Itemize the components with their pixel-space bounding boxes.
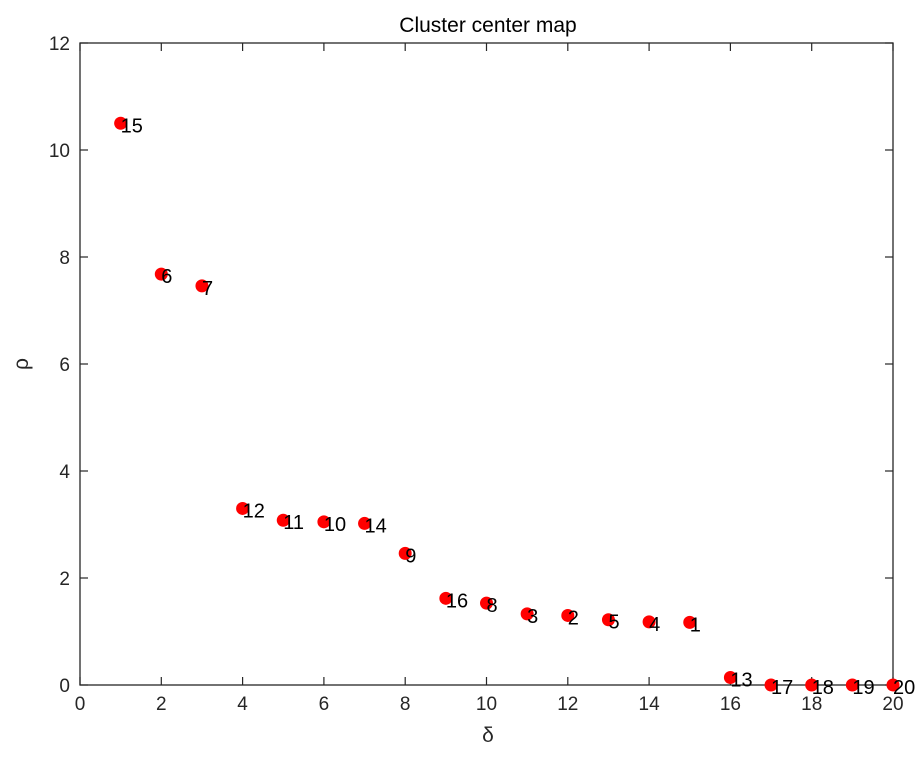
data-point (845, 678, 859, 692)
data-point-label: 5 (608, 612, 619, 634)
data-point-label: 14 (365, 515, 387, 537)
data-point-label: 15 (121, 115, 143, 137)
x-tick-label: 20 (882, 694, 903, 715)
data-point-label: 10 (324, 514, 346, 536)
plot-area-frame (79, 42, 894, 686)
data-point (886, 678, 900, 692)
x-tick-label: 2 (156, 694, 167, 715)
y-tick-label: 4 (59, 462, 70, 483)
data-point (195, 279, 209, 293)
y-tick-label: 2 (59, 569, 70, 590)
data-point-labels: 15 6 7 12 11 10 14 9 16 8 3 2 5 4 1 13 17 18 19 20 (121, 115, 916, 699)
data-point-label: 4 (649, 614, 660, 636)
data-point (439, 591, 453, 605)
data-point-label: 1 (690, 614, 701, 636)
data-point-label: 8 (487, 595, 498, 617)
data-point (601, 613, 615, 627)
data-point (236, 501, 250, 515)
y-tick-label: 8 (59, 248, 70, 269)
x-tick-label: 4 (237, 694, 248, 715)
data-point-label: 6 (161, 266, 172, 288)
data-point-label: 11 (283, 512, 304, 534)
data-point (154, 267, 168, 281)
data-point (642, 615, 656, 629)
y-tick-label: 6 (59, 355, 70, 376)
data-point (561, 608, 575, 622)
x-tick-label: 18 (801, 694, 822, 715)
data-point-label: 18 (812, 677, 834, 699)
x-axis-title: δ (482, 724, 494, 747)
data-point-label: 13 (730, 670, 752, 692)
data-point (723, 671, 737, 685)
data-point (480, 596, 493, 610)
x-tick-label: 16 (720, 694, 741, 715)
data-point (520, 607, 534, 621)
data-point-label: 2 (568, 607, 579, 629)
data-point (114, 116, 128, 130)
x-tick-label: 0 (75, 694, 86, 715)
chart-title: Cluster center map (399, 14, 576, 37)
data-points (114, 116, 900, 692)
data-point (764, 678, 778, 692)
data-point-label: 20 (893, 677, 915, 699)
data-point-label: 7 (202, 278, 213, 300)
x-tick-label: 8 (400, 694, 411, 715)
data-point (683, 615, 697, 629)
data-point (398, 546, 412, 560)
data-point-label: 17 (771, 677, 793, 699)
x-tick-label: 12 (557, 694, 578, 715)
data-point (358, 516, 372, 530)
data-point-label: 19 (852, 677, 874, 699)
data-point (317, 515, 331, 529)
x-tick-label: 10 (476, 694, 497, 715)
y-axis-title: ρ (10, 358, 33, 370)
y-tick-label: 10 (49, 141, 70, 162)
y-tick-label: 0 (59, 676, 70, 697)
data-point-label: 12 (243, 500, 265, 522)
data-point (276, 513, 290, 527)
y-tick-label: 12 (49, 34, 70, 55)
data-point-label: 16 (446, 590, 468, 612)
data-point-label: 3 (527, 606, 538, 628)
x-tick-label: 14 (639, 694, 661, 715)
data-point-label: 9 (405, 545, 416, 567)
data-point (805, 678, 819, 692)
x-tick-label: 6 (319, 694, 330, 715)
